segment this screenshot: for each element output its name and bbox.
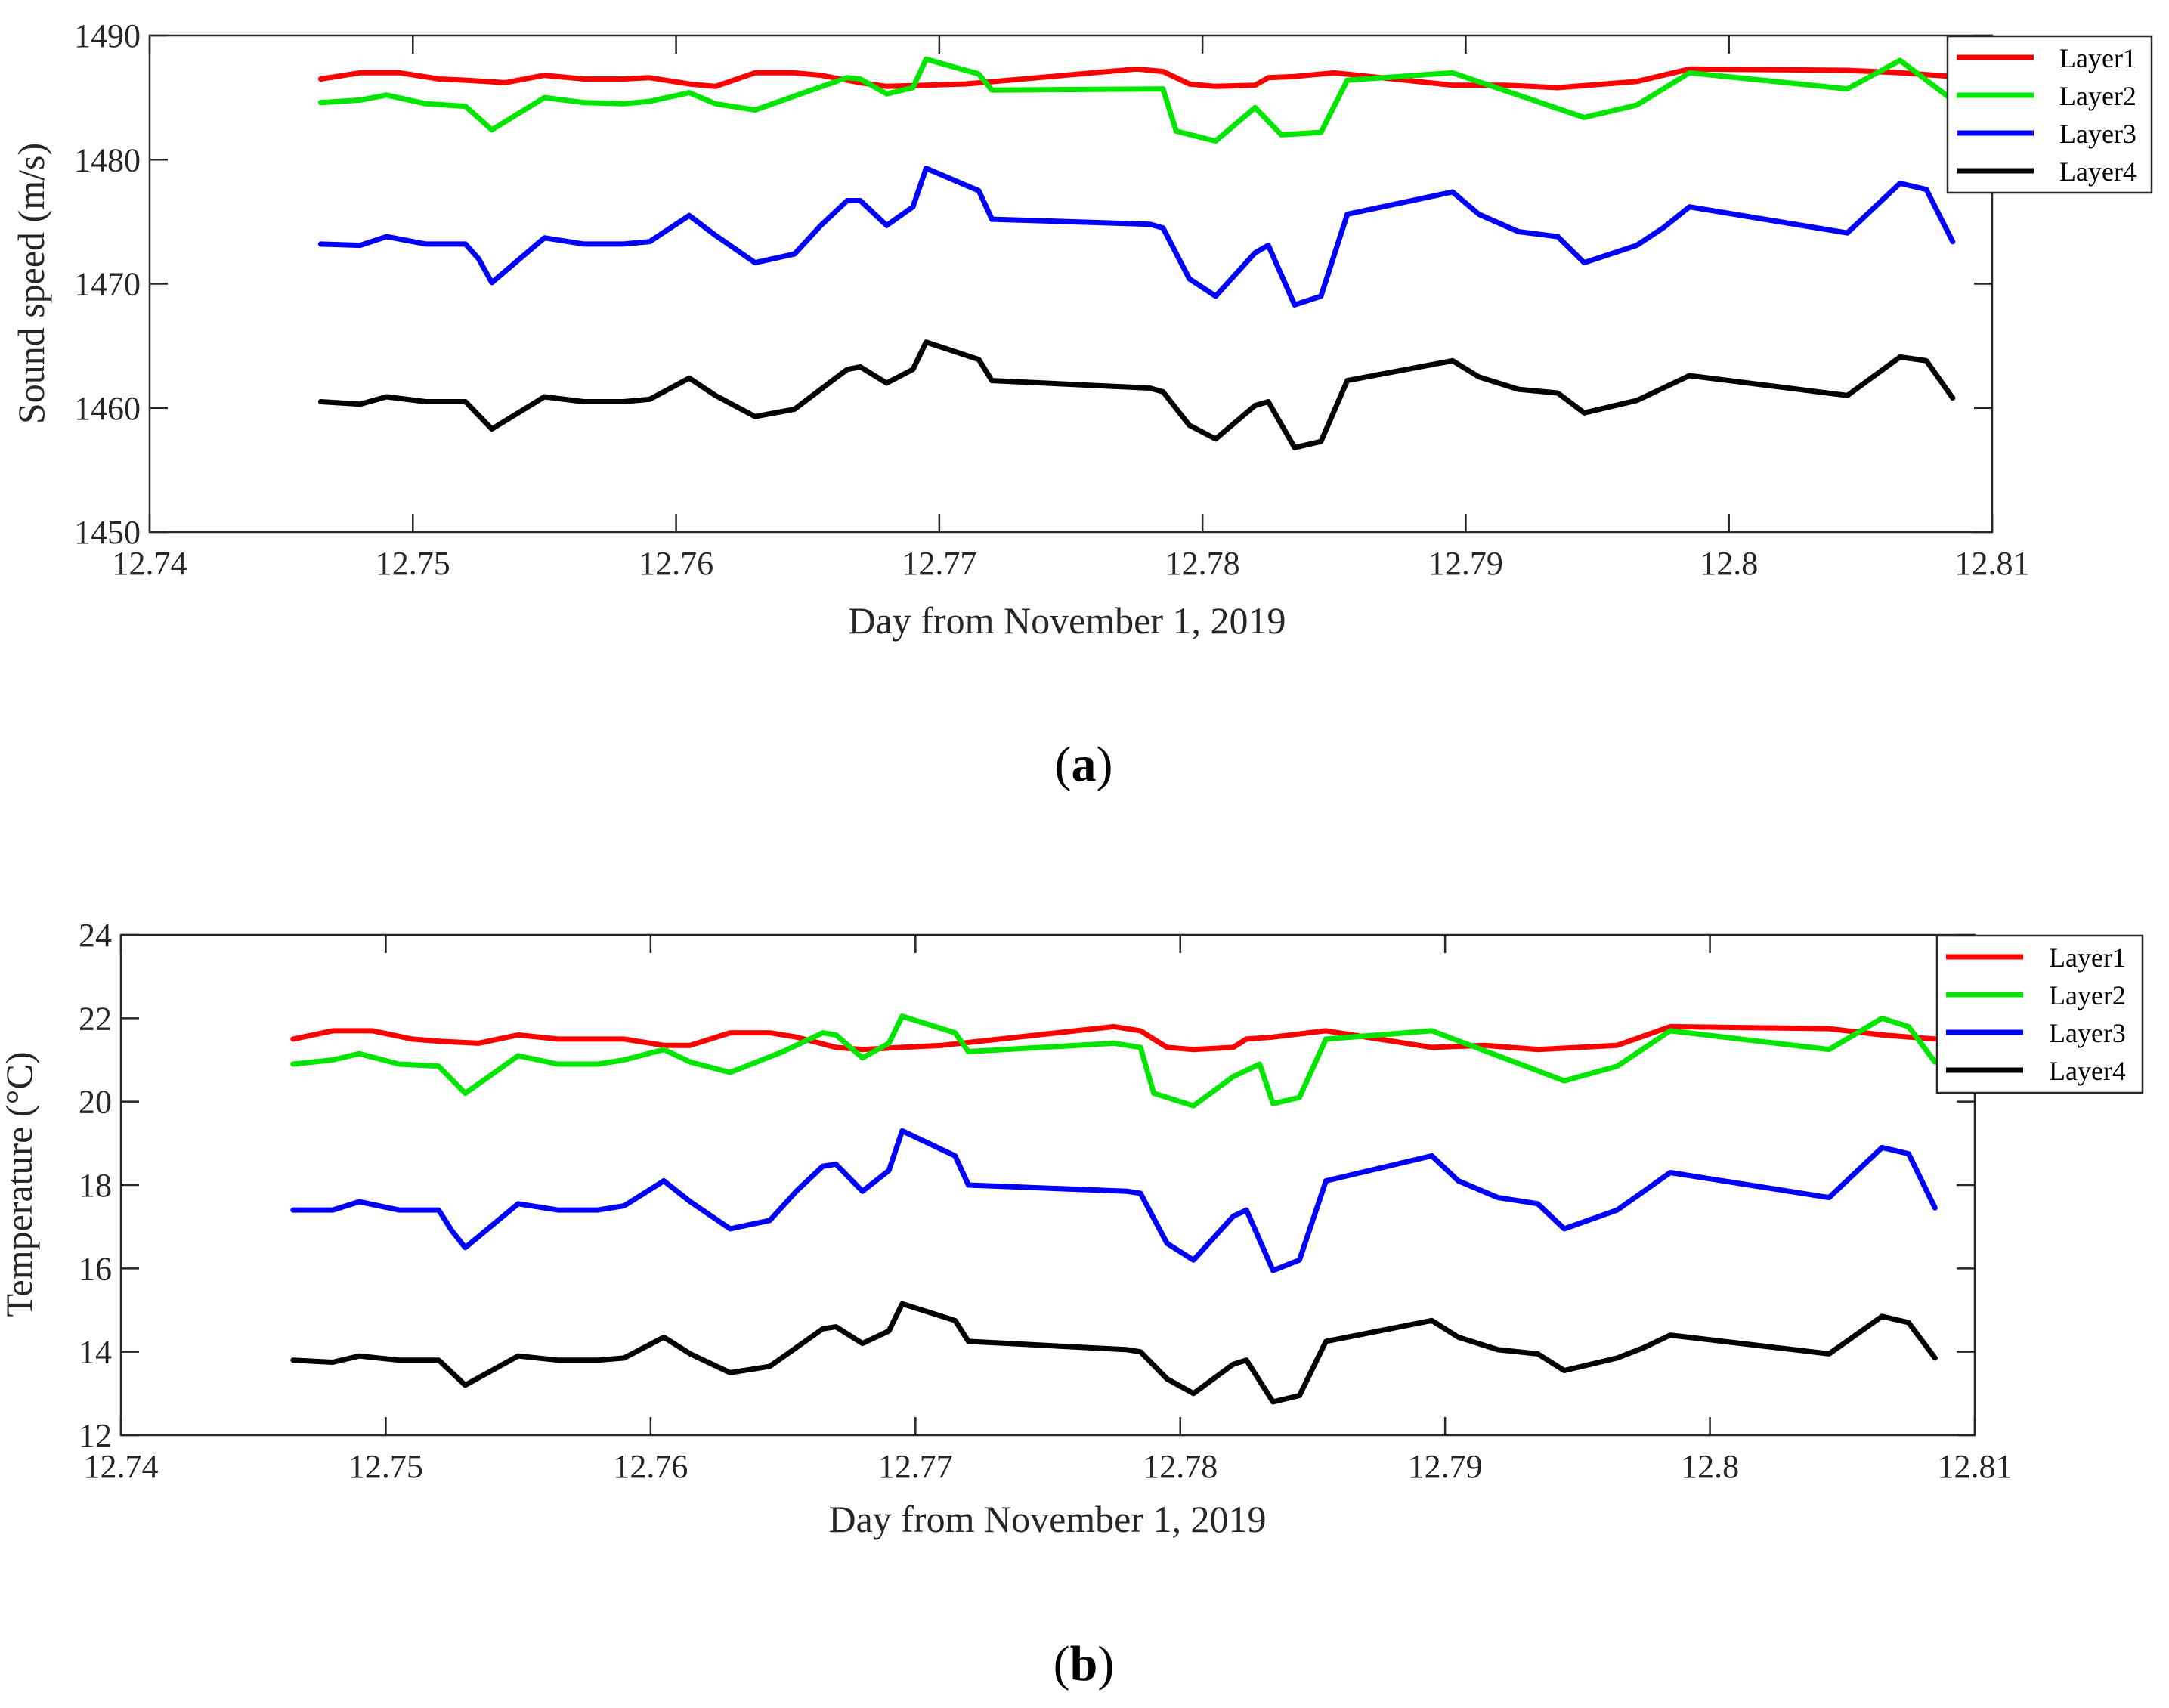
x-tick-label: 12.81 bbox=[1938, 1448, 2013, 1485]
legend-label-layer3: Layer3 bbox=[2049, 1018, 2126, 1048]
y-tick-label: 18 bbox=[79, 1167, 112, 1204]
y-tick-label: 16 bbox=[79, 1250, 112, 1287]
legend: Layer1 Layer2 Layer3 Layer4 bbox=[1935, 934, 2144, 1094]
legend-label-layer4: Layer4 bbox=[2059, 156, 2137, 187]
x-axis-label: Day from November 1, 2019 bbox=[848, 599, 1286, 642]
legend-label-layer1: Layer1 bbox=[2059, 43, 2137, 73]
y-tick-label: 1490 bbox=[74, 17, 141, 54]
y-tick-label: 1480 bbox=[74, 141, 141, 178]
series-line-layer2 bbox=[290, 1013, 1938, 1109]
y-tick-label: 20 bbox=[79, 1084, 112, 1121]
series-line-layer4 bbox=[290, 1301, 1938, 1405]
legend-label-layer2: Layer2 bbox=[2049, 980, 2126, 1010]
y-axis-label: Temperature (°C) bbox=[0, 1051, 40, 1317]
x-tick-label: 12.8 bbox=[1681, 1448, 1739, 1485]
y-axis-ticks: 12 14 16 18 20 22 24 bbox=[79, 917, 1975, 1454]
series-line-layer3 bbox=[290, 1128, 1938, 1273]
legend: Layer1 Layer2 Layer3 Layer4 bbox=[1946, 35, 2153, 194]
panel-label-b: (b) bbox=[1054, 1636, 1115, 1691]
y-axis-ticks: 1450 1460 1470 1480 1490 bbox=[74, 17, 1992, 551]
x-tick-label: 12.77 bbox=[878, 1448, 953, 1485]
panel-label-a: (a) bbox=[1055, 737, 1113, 792]
legend-label-layer3: Layer3 bbox=[2059, 119, 2137, 149]
x-tick-label: 12.74 bbox=[113, 545, 187, 582]
series-line-layer1 bbox=[317, 66, 1956, 91]
x-axis-ticks: 12.74 12.75 12.76 12.77 12.78 12.79 12.8 12.81 bbox=[84, 935, 2013, 1485]
series-line-layer2 bbox=[317, 56, 1956, 144]
panel-b-temperature-chart: 12 14 16 18 20 22 24 12.74 12.75 12.76 12.77 12.78… bbox=[0, 917, 2144, 1691]
y-tick-label: 1470 bbox=[74, 266, 141, 303]
y-tick-label: 1450 bbox=[74, 514, 141, 551]
y-tick-label: 22 bbox=[79, 1000, 112, 1037]
x-tick-label: 12.74 bbox=[84, 1448, 159, 1485]
series-line-layer3 bbox=[317, 166, 1956, 308]
x-tick-label: 12.81 bbox=[1955, 545, 2030, 582]
series-lines bbox=[317, 56, 1956, 450]
y-tick-label: 24 bbox=[79, 917, 112, 954]
y-tick-label: 12 bbox=[79, 1417, 112, 1454]
x-tick-label: 12.77 bbox=[902, 545, 976, 582]
legend-box bbox=[1935, 934, 2144, 1094]
series-lines bbox=[290, 1013, 1938, 1405]
y-tick-label: 14 bbox=[79, 1334, 112, 1371]
series-line-layer4 bbox=[317, 339, 1956, 450]
legend-label-layer2: Layer2 bbox=[2059, 81, 2137, 111]
plot-area-frame bbox=[148, 34, 1994, 534]
x-axis-ticks: 12.74 12.75 12.76 12.77 12.78 12.79 12.8 12.81 bbox=[113, 36, 2030, 582]
x-tick-label: 12.79 bbox=[1428, 545, 1503, 582]
x-tick-label: 12.75 bbox=[348, 1448, 423, 1485]
x-axis-label: Day from November 1, 2019 bbox=[828, 1498, 1266, 1540]
series-line-layer1 bbox=[290, 1023, 1938, 1053]
x-tick-label: 12.76 bbox=[613, 1448, 688, 1485]
legend-label-layer1: Layer1 bbox=[2049, 942, 2126, 973]
legend-label-layer4: Layer4 bbox=[2049, 1056, 2126, 1086]
x-tick-label: 12.78 bbox=[1143, 1448, 1218, 1485]
x-tick-label: 12.79 bbox=[1408, 1448, 1483, 1485]
y-tick-label: 1460 bbox=[74, 390, 141, 427]
legend-box bbox=[1946, 35, 2153, 194]
x-tick-label: 12.76 bbox=[639, 545, 713, 582]
x-tick-label: 12.75 bbox=[376, 545, 450, 582]
x-tick-label: 12.8 bbox=[1700, 545, 1758, 582]
plot-area-frame bbox=[119, 933, 1976, 1437]
x-tick-label: 12.78 bbox=[1165, 545, 1240, 582]
y-axis-label: Sound speed (m/s) bbox=[10, 143, 52, 424]
